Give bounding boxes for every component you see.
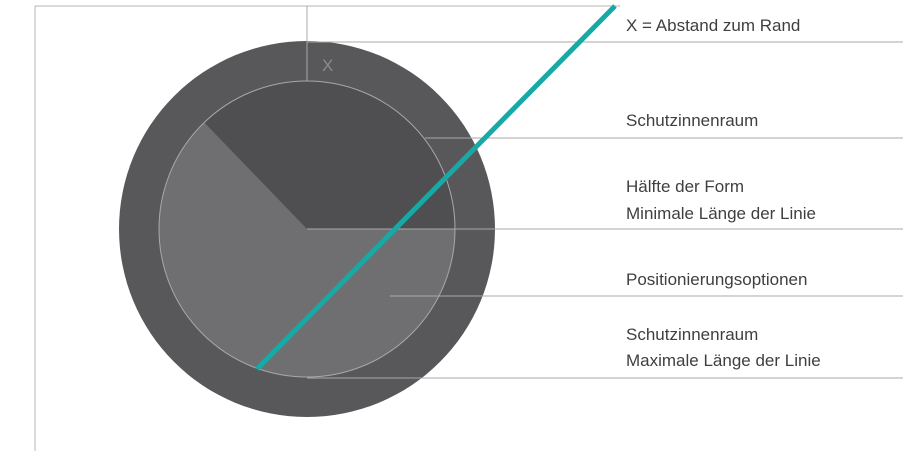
label-max-length: Schutzinnenraum Maximale Länge der Linie <box>626 325 821 370</box>
label-max-length-line-2: Maximale Länge der Linie <box>626 351 821 370</box>
label-half-form-line-2: Minimale Länge der Linie <box>626 204 816 223</box>
label-max-length-line-1: Schutzinnenraum <box>626 325 758 344</box>
label-half-form-line-1: Hälfte der Form <box>626 177 744 196</box>
label-distance-edge: X = Abstand zum Rand <box>626 16 800 35</box>
label-protection-space: Schutzinnenraum <box>626 111 758 130</box>
positioning-sector <box>159 122 456 378</box>
label-positioning-options: Positionierungsoptionen <box>626 270 807 289</box>
distance-marker-label: X <box>322 56 333 75</box>
label-half-form: Hälfte der Form Minimale Länge der Linie <box>626 177 816 223</box>
accent-diagonal-line <box>255 4 617 371</box>
